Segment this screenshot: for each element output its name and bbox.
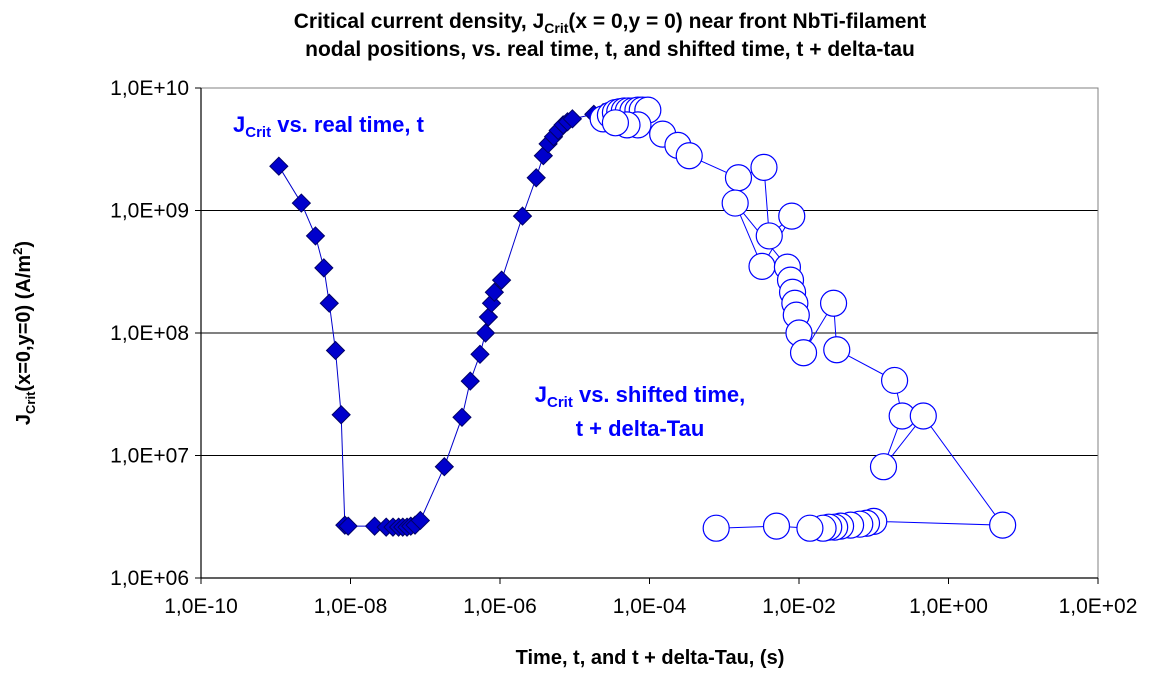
data-point-diamond: [452, 407, 472, 428]
y-axis-label-pre: J: [13, 414, 35, 425]
data-point-diamond: [325, 340, 346, 361]
x-axis-label: Time, t, and t + delta-Tau, (s): [516, 647, 785, 669]
y-tick-label: 1,0E+06: [110, 567, 189, 590]
data-point-diamond: [484, 282, 505, 302]
data-point-circle: [702, 514, 730, 542]
data-point-circle: [724, 164, 753, 192]
data-point-circle: [778, 202, 806, 230]
data-point-circle: [823, 336, 851, 364]
y-axis-label-sub: Crit: [23, 391, 38, 414]
data-point-circle: [762, 512, 791, 540]
data-point-circle: [880, 366, 909, 395]
data-point-circle: [819, 289, 848, 317]
x-axis-ticks: 1,0E-10 1,0E-08 1,0E-06 1,0E-04 1,0E-02 1,0E+…: [164, 578, 1137, 618]
data-point-diamond: [305, 226, 326, 246]
chart-title-line2: nodal positions, vs. real time, t, and s…: [305, 38, 915, 61]
annotation-real-time-pre: J: [233, 112, 245, 137]
data-point-diamond: [434, 457, 455, 477]
data-point-circle: [601, 109, 630, 137]
x-tick-label: 1,0E-08: [314, 595, 388, 618]
y-axis-label: JCrit(x=0,y=0) (A/m2): [10, 241, 38, 425]
x-tick-label: 1,0E+00: [909, 595, 988, 618]
data-point-diamond: [291, 193, 312, 213]
x-tick-label: 1,0E-10: [164, 595, 238, 618]
annotation-shifted-time-line1: JCrit vs. shifted time,: [535, 382, 745, 411]
grid: [201, 210, 1098, 456]
data-point-diamond: [460, 371, 480, 391]
data-point-diamond: [314, 258, 334, 278]
y-axis-label-post: ): [13, 241, 35, 248]
annotation-real-time-sub: Crit: [245, 124, 271, 141]
y-tick-label: 1,0E+07: [110, 445, 189, 468]
data-point-diamond: [478, 307, 499, 327]
y-tick-label: 1,0E+09: [110, 200, 189, 223]
data-point-circle: [909, 402, 937, 430]
annotation-shifted-post: vs. shifted time,: [573, 382, 745, 407]
annotation-real-time: JCrit vs. real time, t: [233, 112, 425, 141]
data-point-diamond: [512, 206, 533, 226]
chart-title-line1-post: (x = 0,y = 0) near front NbTi-filament: [568, 10, 926, 33]
data-point-circle: [989, 511, 1017, 539]
chart-title-line1-pre: Critical current density, J: [294, 10, 545, 33]
data-point-circle: [869, 453, 898, 481]
y-axis-label-mid: (x=0,y=0) (A/m: [13, 255, 35, 392]
x-tick-label: 1,0E-04: [613, 595, 687, 618]
data-point-circle: [750, 153, 778, 181]
data-point-diamond: [319, 293, 339, 313]
data-point-circle: [721, 189, 749, 217]
x-tick-label: 1,0E-02: [762, 595, 836, 618]
data-point-diamond: [562, 109, 583, 129]
chart-title-line1: Critical current density, JCrit(x = 0,y …: [294, 10, 927, 36]
y-tick-label: 1,0E+10: [110, 77, 189, 100]
x-tick-label: 1,0E-06: [463, 595, 537, 618]
data-point-circle: [755, 222, 783, 250]
y-axis-label-sup: 2: [10, 248, 25, 255]
y-axis-ticks: 1,0E+06 1,0E+07 1,0E+08 1,0E+09 1,0E+10: [110, 77, 201, 590]
series-shifted-time: [589, 96, 1017, 542]
data-point-circle: [675, 142, 703, 170]
data-point-diamond: [338, 516, 358, 536]
annotation-shifted-sub: Crit: [547, 394, 573, 411]
data-point-diamond: [526, 168, 546, 188]
data-point-diamond: [269, 156, 289, 176]
data-point-diamond: [331, 405, 351, 425]
y-tick-label: 1,0E+08: [110, 322, 189, 345]
data-point-circle: [796, 514, 824, 542]
data-point-diamond: [470, 344, 490, 365]
series-real-time: [269, 102, 621, 537]
chart-title-line1-sub: Crit: [544, 20, 568, 36]
data-point-diamond: [475, 323, 496, 343]
annotation-shifted-pre: J: [535, 382, 547, 407]
x-tick-label: 1,0E+02: [1059, 595, 1138, 618]
annotation-real-time-post: vs. real time, t: [271, 112, 425, 137]
data-point-circle: [789, 339, 818, 367]
data-point-diamond: [410, 510, 431, 531]
annotation-shifted-time-line2: t + delta-Tau: [576, 416, 705, 441]
data-point-diamond: [491, 270, 512, 290]
data-point-circle: [748, 252, 776, 280]
